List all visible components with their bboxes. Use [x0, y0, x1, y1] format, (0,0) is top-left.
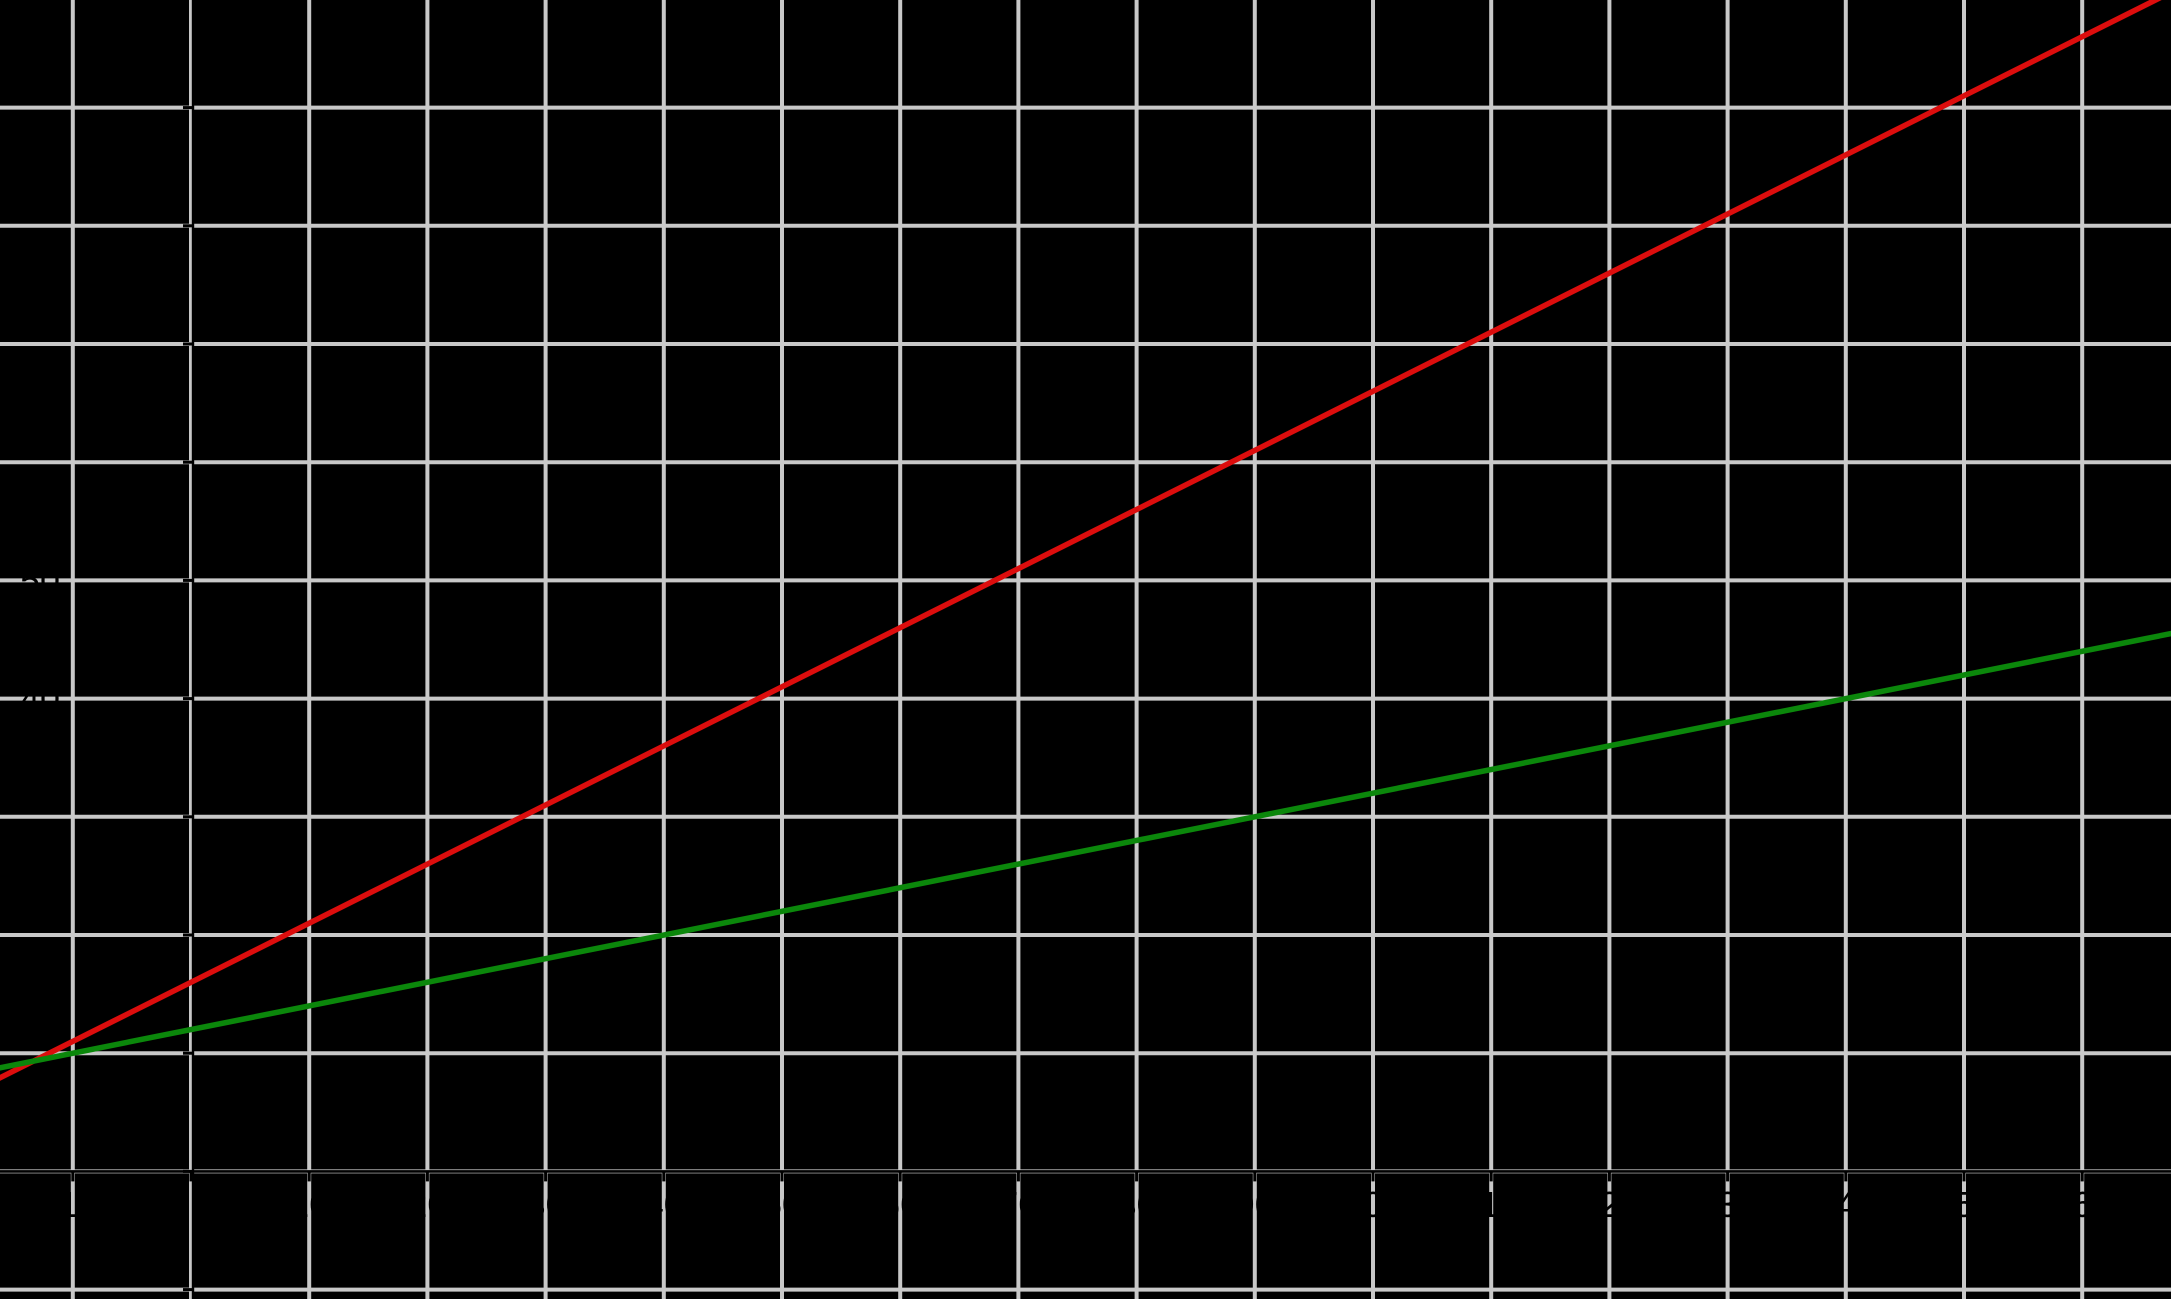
x-tick-label: 20 [407, 1184, 447, 1225]
function-green-line[interactable] [0, 630, 2171, 1072]
x-tick-label: 160 [2052, 1184, 2112, 1225]
y-edge-label: 40 [20, 678, 60, 719]
function-red-line[interactable] [0, 0, 2171, 1088]
x-tick-label: 140 [1816, 1184, 1876, 1225]
series-layer [0, 0, 2171, 1088]
x-tick-label: 30 [526, 1184, 566, 1225]
x-tick-label: 90 [1235, 1184, 1275, 1225]
x-tick-label: 110 [1462, 1184, 1519, 1225]
x-tick-label: 80 [1117, 1184, 1157, 1225]
x-tick-label: 70 [998, 1184, 1038, 1225]
x-tick-label: 130 [1698, 1184, 1758, 1225]
x-tick-label: 50 [762, 1184, 802, 1225]
x-tick-label: 10 [289, 1184, 329, 1225]
x-tick-label: 40 [644, 1184, 684, 1225]
axis-label-layer: -10 10 20 30 40 50 60 70 80 90 100 110 120 130 140 150 1… [20, 560, 2112, 1225]
x-tick-label: -10 [47, 1184, 99, 1225]
x-tick-label: 100 [1343, 1184, 1403, 1225]
x-tick-label: 120 [1579, 1184, 1639, 1225]
x-tick-label: 150 [1934, 1184, 1994, 1225]
x-tick-label: 60 [880, 1184, 920, 1225]
y-edge-label: 50 [20, 560, 60, 601]
